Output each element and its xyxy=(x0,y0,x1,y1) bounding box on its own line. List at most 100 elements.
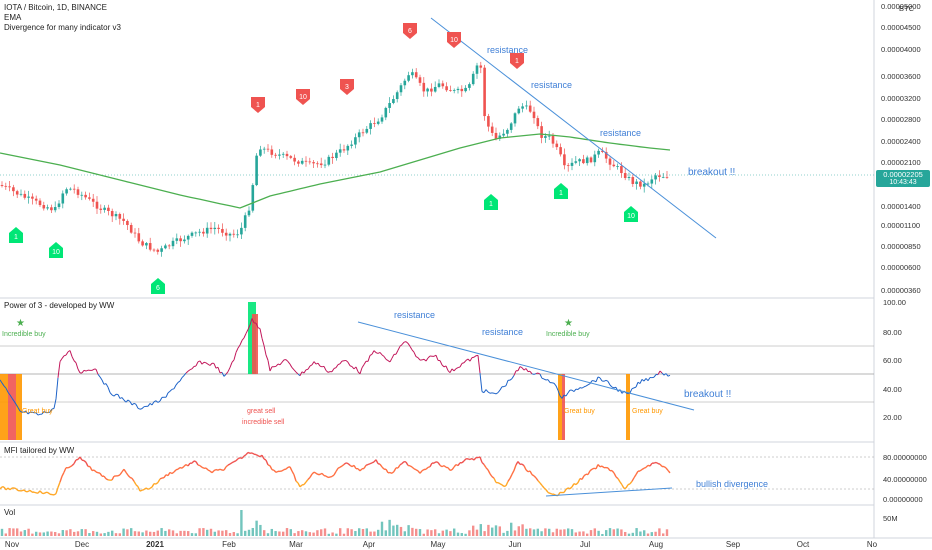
power-oscillator xyxy=(317,362,321,367)
volume-bar xyxy=(627,533,631,536)
mfi-line xyxy=(9,487,13,491)
power-oscillator xyxy=(363,361,367,365)
volume-bar xyxy=(369,531,372,536)
candle xyxy=(422,82,426,92)
mfi-line xyxy=(649,462,653,467)
star-icon: ★ xyxy=(564,318,573,329)
volume-bar xyxy=(593,528,596,536)
power-oscillator xyxy=(339,360,343,365)
power-oscillator xyxy=(307,365,311,370)
mfi-line xyxy=(501,484,505,488)
candle xyxy=(148,243,152,250)
candle xyxy=(232,233,236,235)
mfi-line xyxy=(247,451,251,454)
volume-bar xyxy=(335,533,338,536)
volume-bar xyxy=(31,533,34,536)
mfi-line xyxy=(69,465,73,468)
mfi-line xyxy=(435,461,439,464)
power-oscillator xyxy=(409,346,413,351)
price-axis-label: 0.00004500 xyxy=(881,23,921,32)
mfi-line xyxy=(343,462,347,466)
mfi-line xyxy=(255,453,259,457)
candle xyxy=(198,231,201,233)
power-oscillator xyxy=(239,340,243,346)
volume-bar xyxy=(42,532,45,536)
power-oscillator xyxy=(175,382,179,386)
power-oscillator xyxy=(487,391,491,394)
volume-bar xyxy=(460,533,463,536)
mfi-line xyxy=(641,467,645,471)
volume-bar xyxy=(274,531,277,536)
mfi-line xyxy=(377,463,381,465)
candle xyxy=(266,148,270,150)
mfi-line xyxy=(193,460,197,463)
volume-bar xyxy=(111,530,114,536)
power-oscillator xyxy=(633,386,637,389)
candle xyxy=(475,65,479,74)
volume-bar xyxy=(149,531,152,536)
power-oscillator xyxy=(243,333,247,339)
candle xyxy=(585,157,589,164)
power-oscillator xyxy=(111,394,115,397)
mfi-line xyxy=(67,466,71,469)
power-oscillator xyxy=(613,386,617,389)
volume-bar xyxy=(57,533,61,536)
bullish-divergence-label: bullish divergence xyxy=(696,479,769,489)
bar-countdown: 10:43:43 xyxy=(889,179,917,186)
power-oscillator xyxy=(381,354,385,357)
candle xyxy=(399,85,403,93)
mfi-line xyxy=(613,472,617,478)
volume-bar xyxy=(240,510,243,536)
power-oscillator xyxy=(267,360,271,372)
mfi-line xyxy=(57,481,61,488)
divergence-indicator-label: Divergence for many indicator v3 xyxy=(4,23,121,32)
mfi-line xyxy=(217,468,221,471)
power-oscillator xyxy=(647,377,651,381)
power-oscillator xyxy=(401,341,405,345)
signal-shape xyxy=(49,242,63,258)
candle xyxy=(506,129,509,134)
power-axis-label: 20.00 xyxy=(883,413,902,422)
mfi-line xyxy=(311,471,315,475)
mfi-line xyxy=(227,463,231,466)
mfi-line xyxy=(505,481,509,487)
mfi-line xyxy=(441,465,445,468)
candle xyxy=(297,161,300,164)
volume-bar xyxy=(301,530,304,536)
mfi-line xyxy=(471,457,475,461)
candle xyxy=(357,132,361,138)
power-oscillator xyxy=(55,377,59,399)
signal-shape xyxy=(554,183,568,199)
volume-bar xyxy=(126,529,129,536)
volume-bar xyxy=(510,522,513,536)
volume-bar xyxy=(635,528,638,536)
x-axis-label: Jul xyxy=(580,540,590,549)
mfi-line xyxy=(657,462,661,465)
power-oscillator xyxy=(173,384,177,390)
great-buy-label-2: Great buy xyxy=(564,408,595,415)
mfi-axis-label: 80.00000000 xyxy=(883,453,927,462)
volume-bar xyxy=(213,531,216,536)
power-oscillator xyxy=(241,337,245,341)
power-oscillator xyxy=(305,368,309,371)
mfi-line xyxy=(539,482,543,486)
mfi-line xyxy=(353,464,357,470)
power-oscillator xyxy=(7,391,11,396)
buy-signal-icon: 1 xyxy=(9,227,23,243)
candle xyxy=(639,181,642,187)
power-oscillator xyxy=(347,362,351,367)
price-axis-label: 0.00002800 xyxy=(881,115,921,124)
candle xyxy=(612,164,616,167)
power-oscillator xyxy=(53,398,57,409)
candle xyxy=(551,135,555,144)
candle xyxy=(274,154,277,156)
candle xyxy=(658,175,661,177)
power-oscillator xyxy=(483,389,487,393)
mfi-line xyxy=(243,454,247,457)
candle xyxy=(338,149,342,153)
candle xyxy=(376,121,380,124)
candle xyxy=(259,149,262,156)
price-axis-label: 0.00004000 xyxy=(881,45,921,54)
power-oscillator xyxy=(667,374,671,377)
